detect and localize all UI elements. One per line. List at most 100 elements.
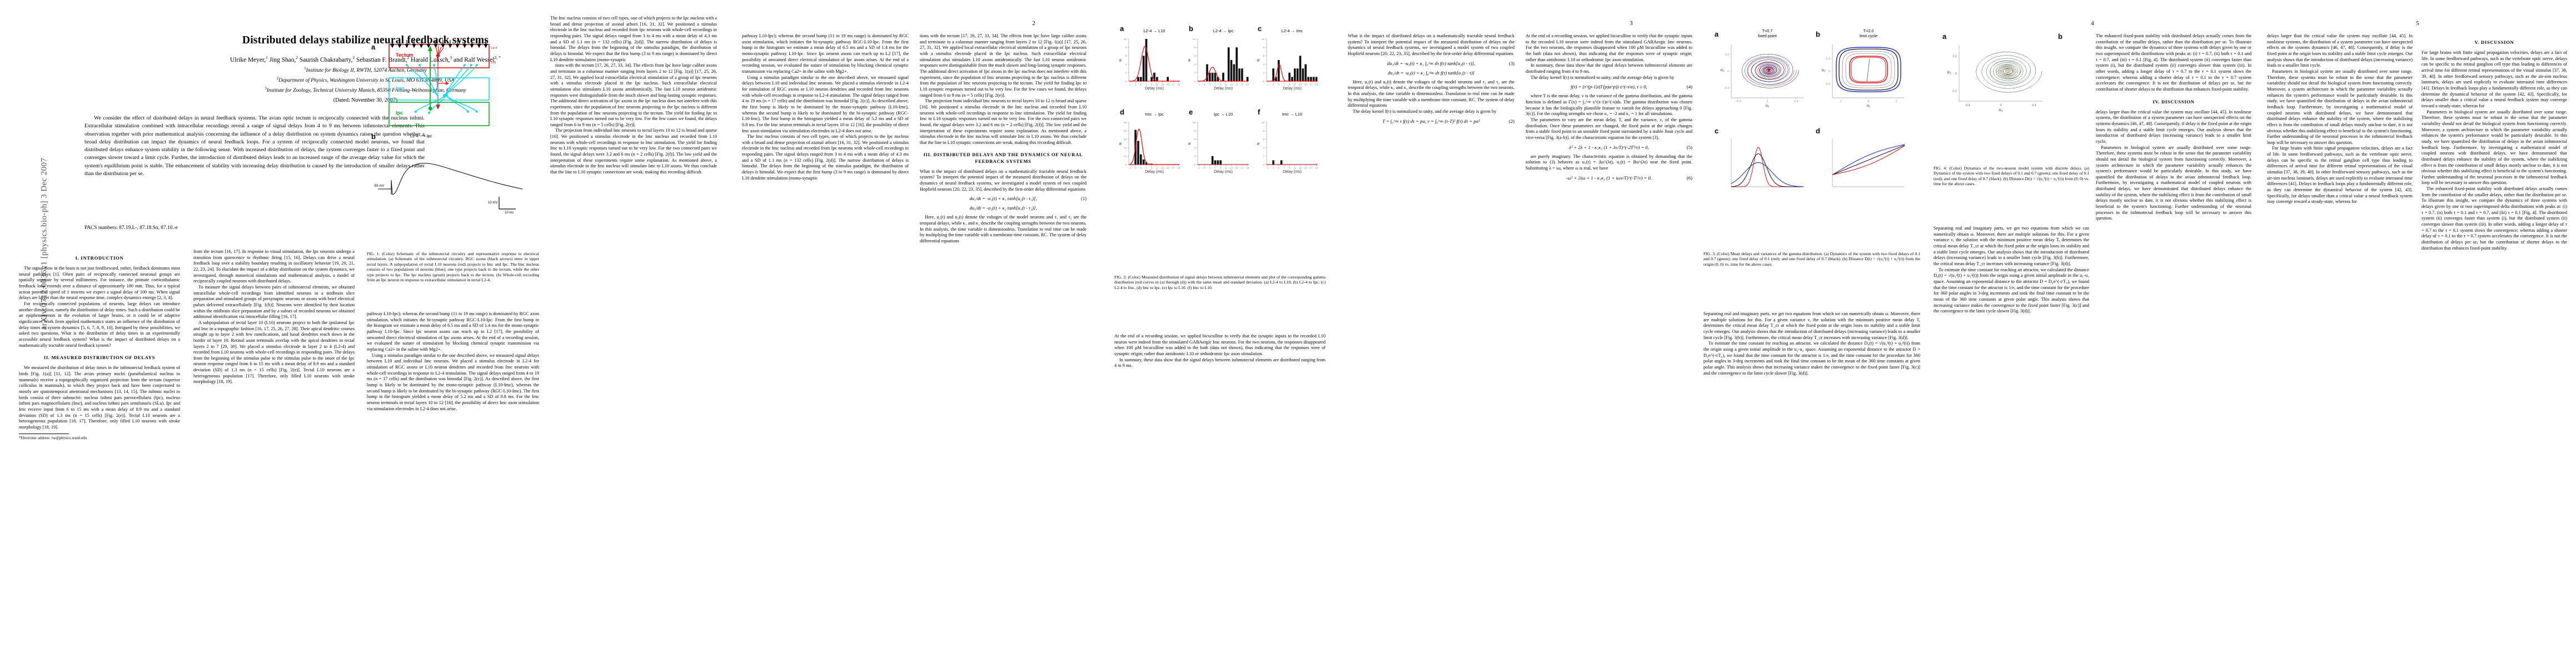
- svg-text:17: 17: [1172, 167, 1175, 170]
- p1c4-para-2: tions with the tectum [17, 26, 27, 33, 3…: [550, 63, 717, 127]
- svg-text:5: 5: [1278, 83, 1280, 86]
- svg-text:9: 9: [1289, 83, 1291, 86]
- page5-column1: delays larger than the critical value th…: [2267, 33, 2413, 645]
- affil-3-sup: 3: [265, 87, 267, 91]
- p3c1-para-1: What is the impact of distributed delays…: [1348, 33, 1514, 56]
- svg-text:0.2: 0.2: [1952, 55, 1957, 58]
- affil-1-text: Institute for Biology II, RWTH, 52074 Aa…: [306, 67, 427, 74]
- page4-column1: Separating real and imaginary parts, we …: [1934, 226, 2089, 648]
- affil-2-text: Department of Physics, Washington Univer…: [278, 77, 455, 84]
- p1c1-para-1: The signal flow in the brain is not just…: [19, 266, 180, 301]
- page3-column3: Separating real and imaginary parts, we …: [1703, 311, 1920, 645]
- p2c3-para-2: In summary, these data show that the sig…: [1114, 357, 1326, 369]
- svg-text:10: 10: [1262, 38, 1265, 41]
- page2-column1: pathway L10-Ipc); whereas the second bum…: [742, 33, 909, 645]
- p1c1-para-3: We measured the distribution of delay ti…: [19, 365, 180, 430]
- p5c2-para-3: The enhanced fixed-point stability with …: [2421, 186, 2567, 251]
- svg-text:4: 4: [1263, 146, 1264, 149]
- page1-column2: from the tectum [16, 17]. In response to…: [193, 249, 355, 638]
- svg-text:u₁: u₁: [1999, 107, 2002, 112]
- page4-column2: The enhanced fixed-point stability with …: [2096, 33, 2251, 645]
- svg-text:#: #: [1188, 141, 1191, 146]
- svg-text:0: 0: [1263, 80, 1264, 83]
- svg-text:20: 20: [1124, 146, 1127, 149]
- fig1-layer-l24: L2-4: [491, 47, 497, 50]
- svg-text:4: 4: [1263, 63, 1264, 66]
- p3c2-para-6: are purely imaginary. The characteristic…: [1526, 153, 1692, 171]
- p2c2-para-4: Here, u₁(t) and u₂(t) denote the voltage…: [920, 215, 1087, 243]
- title-block: Distributed delays stabilize neural feed…: [0, 0, 731, 103]
- page2-column2: tions with the tectum [17, 26, 27, 33, 3…: [920, 33, 1087, 645]
- affil-2-sup: 2: [276, 76, 279, 81]
- svg-text:10: 10: [1193, 121, 1196, 124]
- p5c2-para-2: Parameters in biological system are usua…: [2421, 109, 2567, 186]
- figure-1-caption: FIG. 1: (Color) Schematic of the isthmot…: [367, 251, 539, 283]
- p3c2-para-4: where T is the mean delay, ν is the vari…: [1526, 93, 1692, 117]
- svg-text:T=2.0: T=2.0: [1863, 28, 1874, 33]
- figure-1-graphic: a: [367, 12, 539, 235]
- equation-5: λ² + 2λ + 1 - κ₁κ₂ (1 + λν/T)^(-2T²/ν) =…: [1526, 145, 1692, 151]
- affil-1-sup: 1: [304, 66, 306, 71]
- svg-text:19: 19: [1315, 83, 1318, 86]
- equation-3-body: du₁/dt = -u₁(t) + κ₁ ∫₀^∞ dτ f(τ) tanh[u…: [1387, 60, 1476, 66]
- p5c1-para-1: delays larger than the critical value th…: [2267, 33, 2413, 68]
- author-list: Ulrike Meyer,1 Jing Shao,2 Saurish Chakr…: [0, 54, 731, 65]
- equation-1-tag: (1): [1080, 196, 1087, 202]
- svg-text:6: 6: [1194, 138, 1195, 141]
- svg-text:4: 4: [1194, 146, 1195, 149]
- svg-text:4: 4: [1194, 63, 1195, 66]
- p3c3-para-1: Separating real and imaginary parts, we …: [1703, 311, 1920, 340]
- svg-text:13: 13: [1299, 83, 1302, 86]
- author-0: Ulrike Meyer,: [230, 56, 266, 63]
- p3c1-para-2: Here, u₁(t) and u₂(t) denote the voltage…: [1348, 79, 1514, 108]
- equation-4-body: f(τ) = (τ^(p-1)/(Γ(p)α^p)) e^(-τ/α), τ ≥…: [1571, 84, 1647, 90]
- equation-3b: du₂/dt = -u₂(t) + κ₂ ∫₀^∞ dτ f(τ) tanh[u…: [1348, 70, 1514, 76]
- p1c4-para-3: The projection from individual Imc neuro…: [550, 128, 718, 175]
- page-2-number: 2: [1032, 20, 1035, 27]
- svg-text:13: 13: [1161, 83, 1164, 86]
- page1-column4: The Imc nucleus consists of two cell typ…: [550, 16, 717, 649]
- svg-text:u₂: u₂: [1947, 69, 1951, 74]
- figure-4-caption: FIG. 4: (Color) Dynamics of the two-neur…: [1934, 166, 2089, 187]
- svg-text:u₁: u₁: [1766, 103, 1770, 108]
- svg-text:6: 6: [1125, 54, 1127, 57]
- svg-text:3: 3: [1204, 167, 1205, 170]
- svg-text:13: 13: [1230, 167, 1233, 170]
- svg-text:8: 8: [1263, 130, 1264, 132]
- fig1-panel-a-letter: a: [371, 43, 376, 51]
- svg-text:3: 3: [1273, 167, 1274, 170]
- svg-text:1: 1: [1198, 83, 1200, 86]
- p5c1-para-2: Parameters in biological system are usua…: [2267, 68, 2413, 145]
- equation-2-body: T = ∫₀^∞ τ f(τ) dτ = pα, ν = ∫₀^∞ (τ-T)²…: [1382, 118, 1480, 124]
- p3c3-para-2: To estimate the time constant for reachi…: [1703, 341, 1920, 376]
- svg-text:0: 0: [1125, 80, 1127, 83]
- page-5-number: 5: [2416, 20, 2419, 27]
- svg-text:11: 11: [1224, 167, 1227, 170]
- fig1-panel-b-pathway: L2-4 ⟶ Ipc: [410, 133, 432, 138]
- p4c2-para-3: Parameters in biological system are usua…: [2096, 145, 2251, 221]
- svg-text:13: 13: [1161, 167, 1164, 170]
- svg-text:Imc → Ipc: Imc → Ipc: [1145, 112, 1164, 117]
- svg-text:9: 9: [1151, 83, 1153, 86]
- svg-text:c: c: [1258, 24, 1262, 33]
- author-3: Sebastian F. Brandt,: [356, 56, 407, 63]
- fig1-caption-text: FIG. 1: (Color) Schematic of the isthmot…: [367, 251, 539, 283]
- svg-text:d: d: [1816, 127, 1820, 135]
- svg-text:11: 11: [1155, 83, 1158, 86]
- svg-text:a: a: [1715, 30, 1719, 38]
- p1c3-para-2: Using a stimulus paradigm similar to the…: [367, 352, 539, 411]
- equation-1b: du₂/dt = -u₂(t) + κ₂ tanh[u₁(t - τ₂)],: [920, 205, 1087, 211]
- section-heading-introduction: I. INTRODUCTION: [75, 255, 124, 261]
- svg-text:6: 6: [1263, 138, 1264, 141]
- equation-3b-body: du₂/dt = -u₂(t) + κ₂ ∫₀^∞ dτ f(τ) tanh[u…: [1387, 69, 1475, 76]
- svg-text:-0.4: -0.4: [1825, 83, 1830, 86]
- svg-text:-0.4: -0.4: [1965, 104, 1970, 107]
- equation-6: -ω² + 2iω + 1 - κ₁κ₂ (1 + iων/T)^(-T²/ν)…: [1526, 175, 1692, 181]
- svg-text:1: 1: [1129, 83, 1131, 86]
- fig1-layer-l10: L10: [491, 61, 496, 64]
- pacs-numbers: PACS numbers: 87.19.L-, 87.18.Sn, 87.10.…: [84, 225, 178, 231]
- svg-text:15: 15: [1304, 83, 1308, 86]
- svg-text:0: 0: [1868, 100, 1870, 103]
- figure-4-svg: a -0.2 0 0.2 -0.4 0 0.4 u₂ u₁ b: [1942, 32, 2062, 112]
